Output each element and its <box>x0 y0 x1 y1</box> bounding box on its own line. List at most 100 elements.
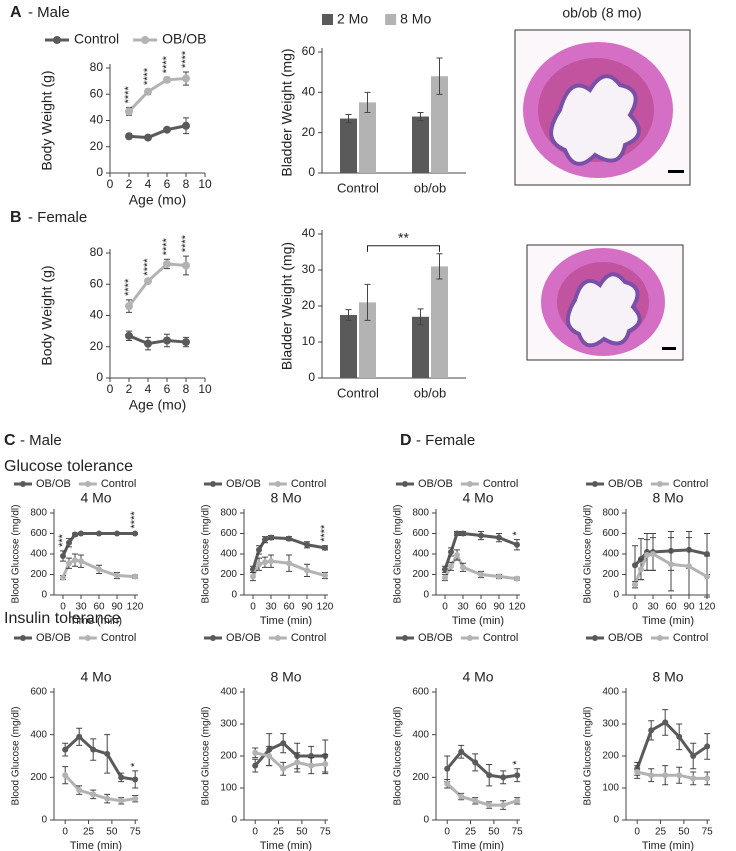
data-point <box>514 575 520 582</box>
legend-label: OB/OB <box>418 478 453 490</box>
y-tick-label: 600 <box>412 528 429 539</box>
chart-title: 8 Mo <box>270 490 301 506</box>
data-point <box>444 765 451 772</box>
data-point <box>632 562 638 569</box>
panel-letter: B <box>10 209 22 226</box>
data-point <box>96 566 102 573</box>
legend-marker <box>84 481 91 487</box>
legend-marker <box>210 481 216 487</box>
y-tick-label: 60 <box>302 44 316 58</box>
y-tick-label: 0 <box>308 370 315 384</box>
legend-label: OB/OB <box>608 478 643 490</box>
x-tick-label: 75 <box>320 827 332 838</box>
y-tick-label: 600 <box>30 528 47 539</box>
series-line <box>636 770 708 780</box>
y-axis-label: Blood Glucose (mg/dl) <box>583 707 594 806</box>
data-point <box>76 787 83 794</box>
data-point <box>66 539 72 546</box>
bar <box>431 266 448 378</box>
panel-letter: C <box>4 432 16 449</box>
y-tick-label: 200 <box>30 772 47 783</box>
data-point <box>182 121 190 130</box>
data-point <box>460 530 466 537</box>
y-tick-label: 0 <box>613 815 619 826</box>
data-point <box>486 802 493 809</box>
y-tick-label: 0 <box>308 165 315 179</box>
legend-label: Control <box>673 632 708 644</box>
legend-marker <box>274 635 281 641</box>
x-tick-label: 90 <box>301 602 313 613</box>
data-point <box>676 772 683 779</box>
x-tick-label: 75 <box>512 827 524 838</box>
y-axis-label: Body Weight (g) <box>39 265 55 365</box>
data-point <box>690 775 697 782</box>
data-point <box>322 572 328 579</box>
data-point <box>256 546 262 553</box>
y-tick-label: 0 <box>231 815 237 826</box>
y-tick-label: 200 <box>412 772 429 783</box>
panel-letter: A <box>10 4 22 21</box>
x-tick-label: 8 <box>183 382 190 396</box>
data-point <box>163 259 171 268</box>
x-tick-label: 30 <box>457 602 469 613</box>
series-line <box>635 720 709 770</box>
x-tick-label: 90 <box>683 602 695 613</box>
legend-marker <box>466 635 473 641</box>
legend-marker <box>402 635 408 641</box>
x-tick-label: 120 <box>509 602 526 613</box>
data-point <box>60 553 66 560</box>
data-point <box>144 133 152 142</box>
legend-marker <box>466 481 473 487</box>
y-tick-label: 10 <box>302 334 316 348</box>
x-axis-label: Time (min) <box>70 840 122 851</box>
x-tick-label: 0 <box>634 827 640 838</box>
data-point <box>104 750 111 757</box>
legend-swatch <box>322 14 333 25</box>
significance: * <box>129 762 141 767</box>
x-tick-label: 0 <box>444 827 450 838</box>
data-point <box>486 772 493 779</box>
data-point <box>132 573 138 580</box>
x-tick-label: ob/ob <box>414 180 447 195</box>
y-axis-label: Blood Glucose (mg/dl) <box>393 707 404 806</box>
chart-title: 4 Mo <box>80 669 111 685</box>
data-point <box>125 132 133 141</box>
y-axis-label: Blood Glucose (mg/dl) <box>11 505 22 604</box>
y-tick-label: 0 <box>96 165 103 179</box>
x-tick-label: 50 <box>678 827 690 838</box>
x-tick-label: 60 <box>475 602 487 613</box>
y-tick-label: 400 <box>30 549 47 560</box>
legend-label: Control <box>673 478 708 490</box>
bar <box>431 76 448 173</box>
y-tick-label: 80 <box>90 245 104 259</box>
x-tick-label: 10 <box>198 382 212 396</box>
x-tick-label: 75 <box>702 827 714 838</box>
data-point <box>472 797 479 804</box>
x-tick-label: 90 <box>493 602 505 613</box>
data-point <box>182 338 190 347</box>
y-tick-label: 200 <box>220 751 237 762</box>
y-tick-label: 0 <box>423 590 429 601</box>
histology-image <box>514 29 691 186</box>
data-point <box>266 753 273 759</box>
y-tick-label: 800 <box>30 508 47 519</box>
significance: **** <box>161 55 173 73</box>
y-tick-label: 400 <box>412 729 429 740</box>
data-point <box>62 772 69 779</box>
data-point <box>280 765 287 772</box>
data-point <box>163 125 171 134</box>
x-tick-label: 25 <box>273 827 285 838</box>
y-tick-label: 20 <box>90 339 104 353</box>
x-tick-label: 0 <box>442 602 448 613</box>
x-axis-label: Time (min) <box>452 840 504 851</box>
legend-label: OB/OB <box>162 31 206 47</box>
significance: **** <box>142 67 154 85</box>
x-tick-label: 60 <box>283 602 295 613</box>
data-point <box>96 530 102 537</box>
chart-title: 4 Mo <box>462 669 493 685</box>
y-tick-label: 40 <box>302 85 316 99</box>
error-bar <box>364 91 371 113</box>
data-point <box>125 302 133 311</box>
chart: 0 20 40 60 Bladder Weight (mg) 2 Mo 8 Mo Contro… <box>279 11 466 195</box>
